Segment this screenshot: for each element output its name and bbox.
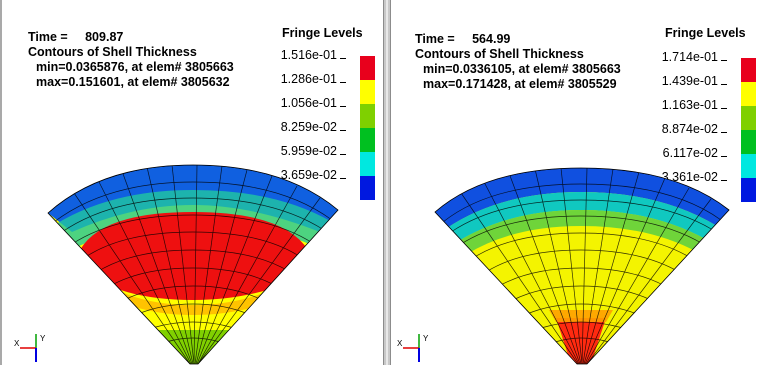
fringe-color-swatch [741,130,756,154]
contour-title: Contours of Shell Thickness [415,47,584,61]
time-label: Time = [28,30,68,44]
fringe-level-value: 6.117e-02 [653,146,727,160]
fringe-color-swatch [741,82,756,106]
fringe-level-value: 5.959e-02 [272,144,346,158]
fringe-color-swatch [360,80,375,104]
max-text: max=0.151601, at elem# 3805632 [36,75,230,89]
info-block-right: Time = 564.99 Contours of Shell Thicknes… [415,32,621,92]
info-block-left: Time = 809.87 Contours of Shell Thicknes… [28,30,234,90]
fringe-level-value: 1.163e-01 [653,98,727,112]
min-text: min=0.0365876, at elem# 3805663 [36,60,234,74]
fringe-levels-title: Fringe Levels [282,26,363,40]
fringe-color-swatch [360,128,375,152]
time-value: 564.99 [472,32,511,46]
coordinate-triad: Y X [14,334,46,362]
fringe-color-bar [741,58,756,202]
fringe-color-swatch [741,106,756,130]
fringe-levels-title: Fringe Levels [665,26,746,40]
fringe-color-swatch [741,58,756,82]
triad-y-label: Y [40,334,46,343]
fringe-color-swatch [741,154,756,178]
fringe-color-swatch [360,152,375,176]
viewport-right[interactable]: Time = 564.99 Contours of Shell Thicknes… [391,0,761,365]
triad-x-label: X [397,339,403,348]
fringe-level-value: 1.516e-01 [272,48,346,62]
fringe-color-swatch [360,176,375,200]
coordinate-triad: Y X [397,334,429,362]
fringe-color-swatch [741,178,756,202]
fringe-level-value: 8.874e-02 [653,122,727,136]
shell-thickness-contour-plot [434,167,730,365]
triad-x-label: X [14,339,20,348]
fringe-level-value: 1.056e-01 [272,96,346,110]
fringe-level-value: 3.659e-02 [272,168,346,182]
fringe-color-swatch [360,104,375,128]
fringe-color-swatch [360,56,375,80]
time-value: 809.87 [85,30,124,44]
fringe-level-value: 1.714e-01 [653,50,727,64]
triad-y-label: Y [423,334,429,343]
fringe-level-value: 3.361e-02 [653,170,727,184]
min-text: min=0.0336105, at elem# 3805663 [423,62,621,76]
contour-title: Contours of Shell Thickness [28,45,197,59]
shell-thickness-contour-plot [47,164,339,365]
viewport-left[interactable]: Time = 809.87 Contours of Shell Thicknes… [0,0,383,365]
viewport-splitter[interactable] [383,0,391,365]
fringe-color-bar [360,56,375,200]
fringe-level-value: 1.286e-01 [272,72,346,86]
max-text: max=0.171428, at elem# 3805529 [423,77,617,91]
fringe-level-value: 8.259e-02 [272,120,346,134]
fringe-level-value: 1.439e-01 [653,74,727,88]
time-label: Time = [415,32,455,46]
